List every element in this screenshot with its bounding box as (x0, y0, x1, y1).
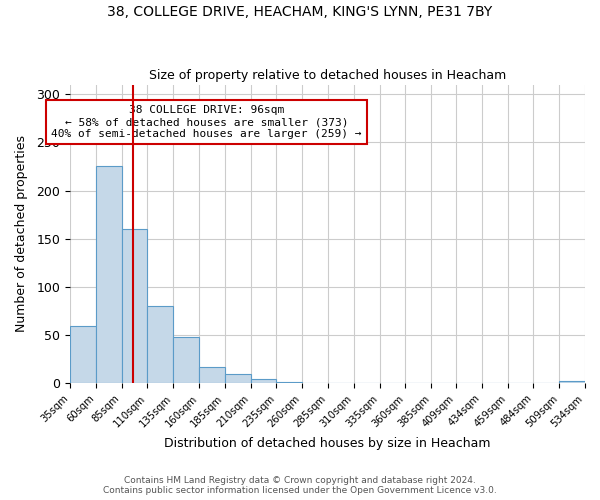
Text: 38, COLLEGE DRIVE, HEACHAM, KING'S LYNN, PE31 7BY: 38, COLLEGE DRIVE, HEACHAM, KING'S LYNN,… (107, 5, 493, 19)
Text: 38 COLLEGE DRIVE: 96sqm
← 58% of detached houses are smaller (373)
40% of semi-d: 38 COLLEGE DRIVE: 96sqm ← 58% of detache… (51, 106, 362, 138)
Bar (173, 337, 199, 384)
X-axis label: Distribution of detached houses by size in Heacham: Distribution of detached houses by size … (164, 437, 491, 450)
Bar (559, 382, 585, 384)
Bar (70, 326, 96, 384)
Bar (225, 374, 251, 384)
Bar (199, 367, 225, 384)
Bar (122, 229, 148, 384)
Title: Size of property relative to detached houses in Heacham: Size of property relative to detached ho… (149, 69, 506, 82)
Bar (251, 378, 277, 384)
Bar (96, 166, 122, 384)
Text: Contains HM Land Registry data © Crown copyright and database right 2024.
Contai: Contains HM Land Registry data © Crown c… (103, 476, 497, 495)
Y-axis label: Number of detached properties: Number of detached properties (15, 136, 28, 332)
Bar (277, 382, 302, 384)
Bar (148, 306, 173, 384)
